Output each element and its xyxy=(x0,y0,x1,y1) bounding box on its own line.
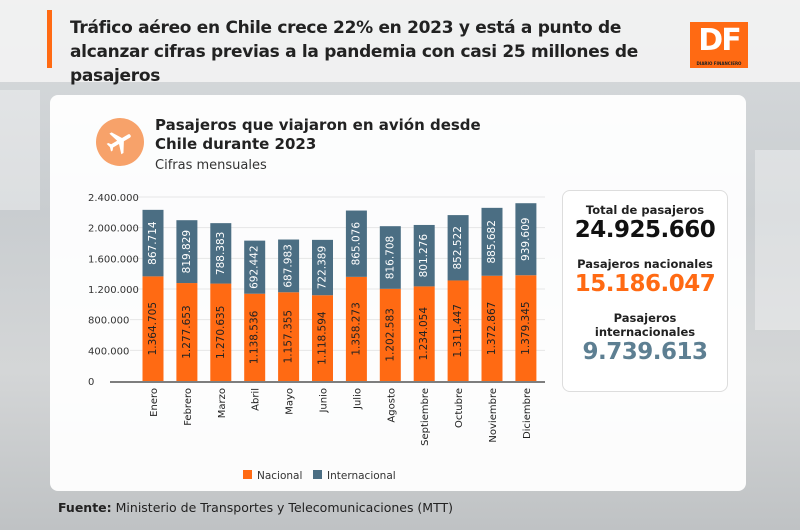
x-tick-label: Abril xyxy=(251,388,262,411)
legend-swatch-internacional xyxy=(313,470,322,479)
data-label: 1.379.345 xyxy=(520,301,532,354)
bar-nacional xyxy=(312,295,333,381)
source-label: Fuente: xyxy=(58,500,112,515)
data-label: 1.277.653 xyxy=(181,305,193,358)
data-label: 1.118.594 xyxy=(317,311,329,365)
data-label: 788.383 xyxy=(215,232,227,275)
data-label: 801.276 xyxy=(418,234,430,278)
bar-internacional xyxy=(345,210,367,277)
background-decoration xyxy=(755,150,800,330)
total-label: Total de pasajeros xyxy=(585,203,705,217)
bar-nacional xyxy=(345,276,367,381)
chart-subtitle: Cifras mensuales xyxy=(155,158,267,173)
bar-internacional xyxy=(447,215,469,281)
df-logo: DF DIARIO FINANCIERO xyxy=(690,22,748,68)
legend-label: Nacional xyxy=(257,470,302,482)
bar-internacional xyxy=(413,224,435,287)
data-label: 687.983 xyxy=(283,244,295,287)
bar-nacional xyxy=(176,283,198,381)
logo-text: DF xyxy=(698,23,741,58)
bar-internacional xyxy=(481,207,503,276)
logo-subtext: DIARIO FINANCIERO xyxy=(696,61,742,66)
legend-swatch-nacional xyxy=(243,470,252,479)
data-label: 1.157.355 xyxy=(283,310,295,363)
x-tick-label: Marzo xyxy=(217,388,228,418)
airplane-icon xyxy=(96,118,144,166)
data-label: 885.682 xyxy=(486,220,498,263)
data-label: 865.076 xyxy=(350,222,362,266)
y-tick-label: 0 xyxy=(88,377,94,388)
x-tick-label: Diciembre xyxy=(522,388,533,439)
data-label: 852.522 xyxy=(452,226,464,269)
data-label: 722.389 xyxy=(317,246,329,289)
data-label: 1.358.273 xyxy=(350,302,362,355)
y-tick-label: 1.200.000 xyxy=(88,285,139,296)
total-value: 24.925.660 xyxy=(574,217,716,243)
bar-nacional xyxy=(447,280,469,381)
x-tick-label: Agosto xyxy=(386,388,397,423)
data-label: 939.609 xyxy=(520,218,532,261)
bar-nacional xyxy=(244,293,266,381)
y-tick-label: 1.600.000 xyxy=(88,254,139,265)
bar-nacional xyxy=(515,275,537,381)
data-label: 1.372.867 xyxy=(486,302,498,355)
bar-nacional xyxy=(379,288,401,381)
header: Tráfico aéreo en Chile crece 22% en 2023… xyxy=(0,0,800,86)
x-tick-label: Febrero xyxy=(183,388,194,426)
bar-nacional xyxy=(413,286,435,381)
data-label: 1.202.583 xyxy=(384,308,396,361)
bar-nacional xyxy=(142,276,164,381)
chart-title: Pasajeros que viajaron en avión desde Ch… xyxy=(155,116,481,153)
data-label: 1.311.447 xyxy=(452,304,464,357)
y-tick-label: 400.000 xyxy=(88,346,129,357)
bar-internacional xyxy=(176,220,198,284)
y-tick-label: 2.400.000 xyxy=(88,193,139,204)
data-label: 1.270.635 xyxy=(215,306,227,359)
bar-internacional xyxy=(379,226,401,289)
x-tick-label: Octubre xyxy=(454,388,465,428)
stats-panel: Total de pasajeros 24.925.660 Pasajeros … xyxy=(562,190,728,392)
x-tick-label: Enero xyxy=(149,388,160,417)
bar-internacional xyxy=(312,239,333,296)
bar-nacional xyxy=(481,275,503,381)
headline: Tráfico aéreo en Chile crece 22% en 2023… xyxy=(70,18,639,86)
data-label: 1.138.536 xyxy=(249,310,261,364)
bar-internacional xyxy=(278,239,300,293)
x-tick-label: Junio xyxy=(319,388,330,414)
nacional-label: Pasajeros nacionales xyxy=(577,257,713,271)
bar-internacional xyxy=(210,223,232,284)
nacional-value: 15.186.047 xyxy=(574,271,716,297)
data-label: 1.234.054 xyxy=(418,307,430,361)
legend-label: Internacional xyxy=(327,470,396,482)
bar-internacional xyxy=(142,209,164,277)
x-tick-label: Julio xyxy=(352,388,363,410)
internacional-label: Pasajeros internacionales xyxy=(594,311,696,339)
data-label: 816.708 xyxy=(384,236,396,279)
accent-bar xyxy=(47,10,52,68)
y-tick-label: 2.000.000 xyxy=(88,224,139,235)
bar-internacional xyxy=(244,240,266,294)
source-footer: Fuente: Ministerio de Transportes y Tele… xyxy=(58,500,453,515)
x-tick-label: Noviembre xyxy=(488,388,499,443)
y-tick-label: 800.000 xyxy=(88,316,129,327)
data-label: 867.714 xyxy=(147,221,159,265)
data-label: 819.829 xyxy=(181,230,193,273)
x-tick-label: Septiembre xyxy=(420,388,431,446)
bar-nacional xyxy=(210,283,232,381)
background-decoration xyxy=(0,90,40,210)
data-label: 1.364.705 xyxy=(147,302,159,355)
source-text: Ministerio de Transportes y Telecomunica… xyxy=(115,500,454,515)
bar-nacional xyxy=(278,292,300,381)
bar-internacional xyxy=(515,203,537,276)
data-label: 692.442 xyxy=(249,245,261,288)
internacional-value: 9.739.613 xyxy=(582,339,709,365)
x-tick-label: Mayo xyxy=(285,388,296,415)
